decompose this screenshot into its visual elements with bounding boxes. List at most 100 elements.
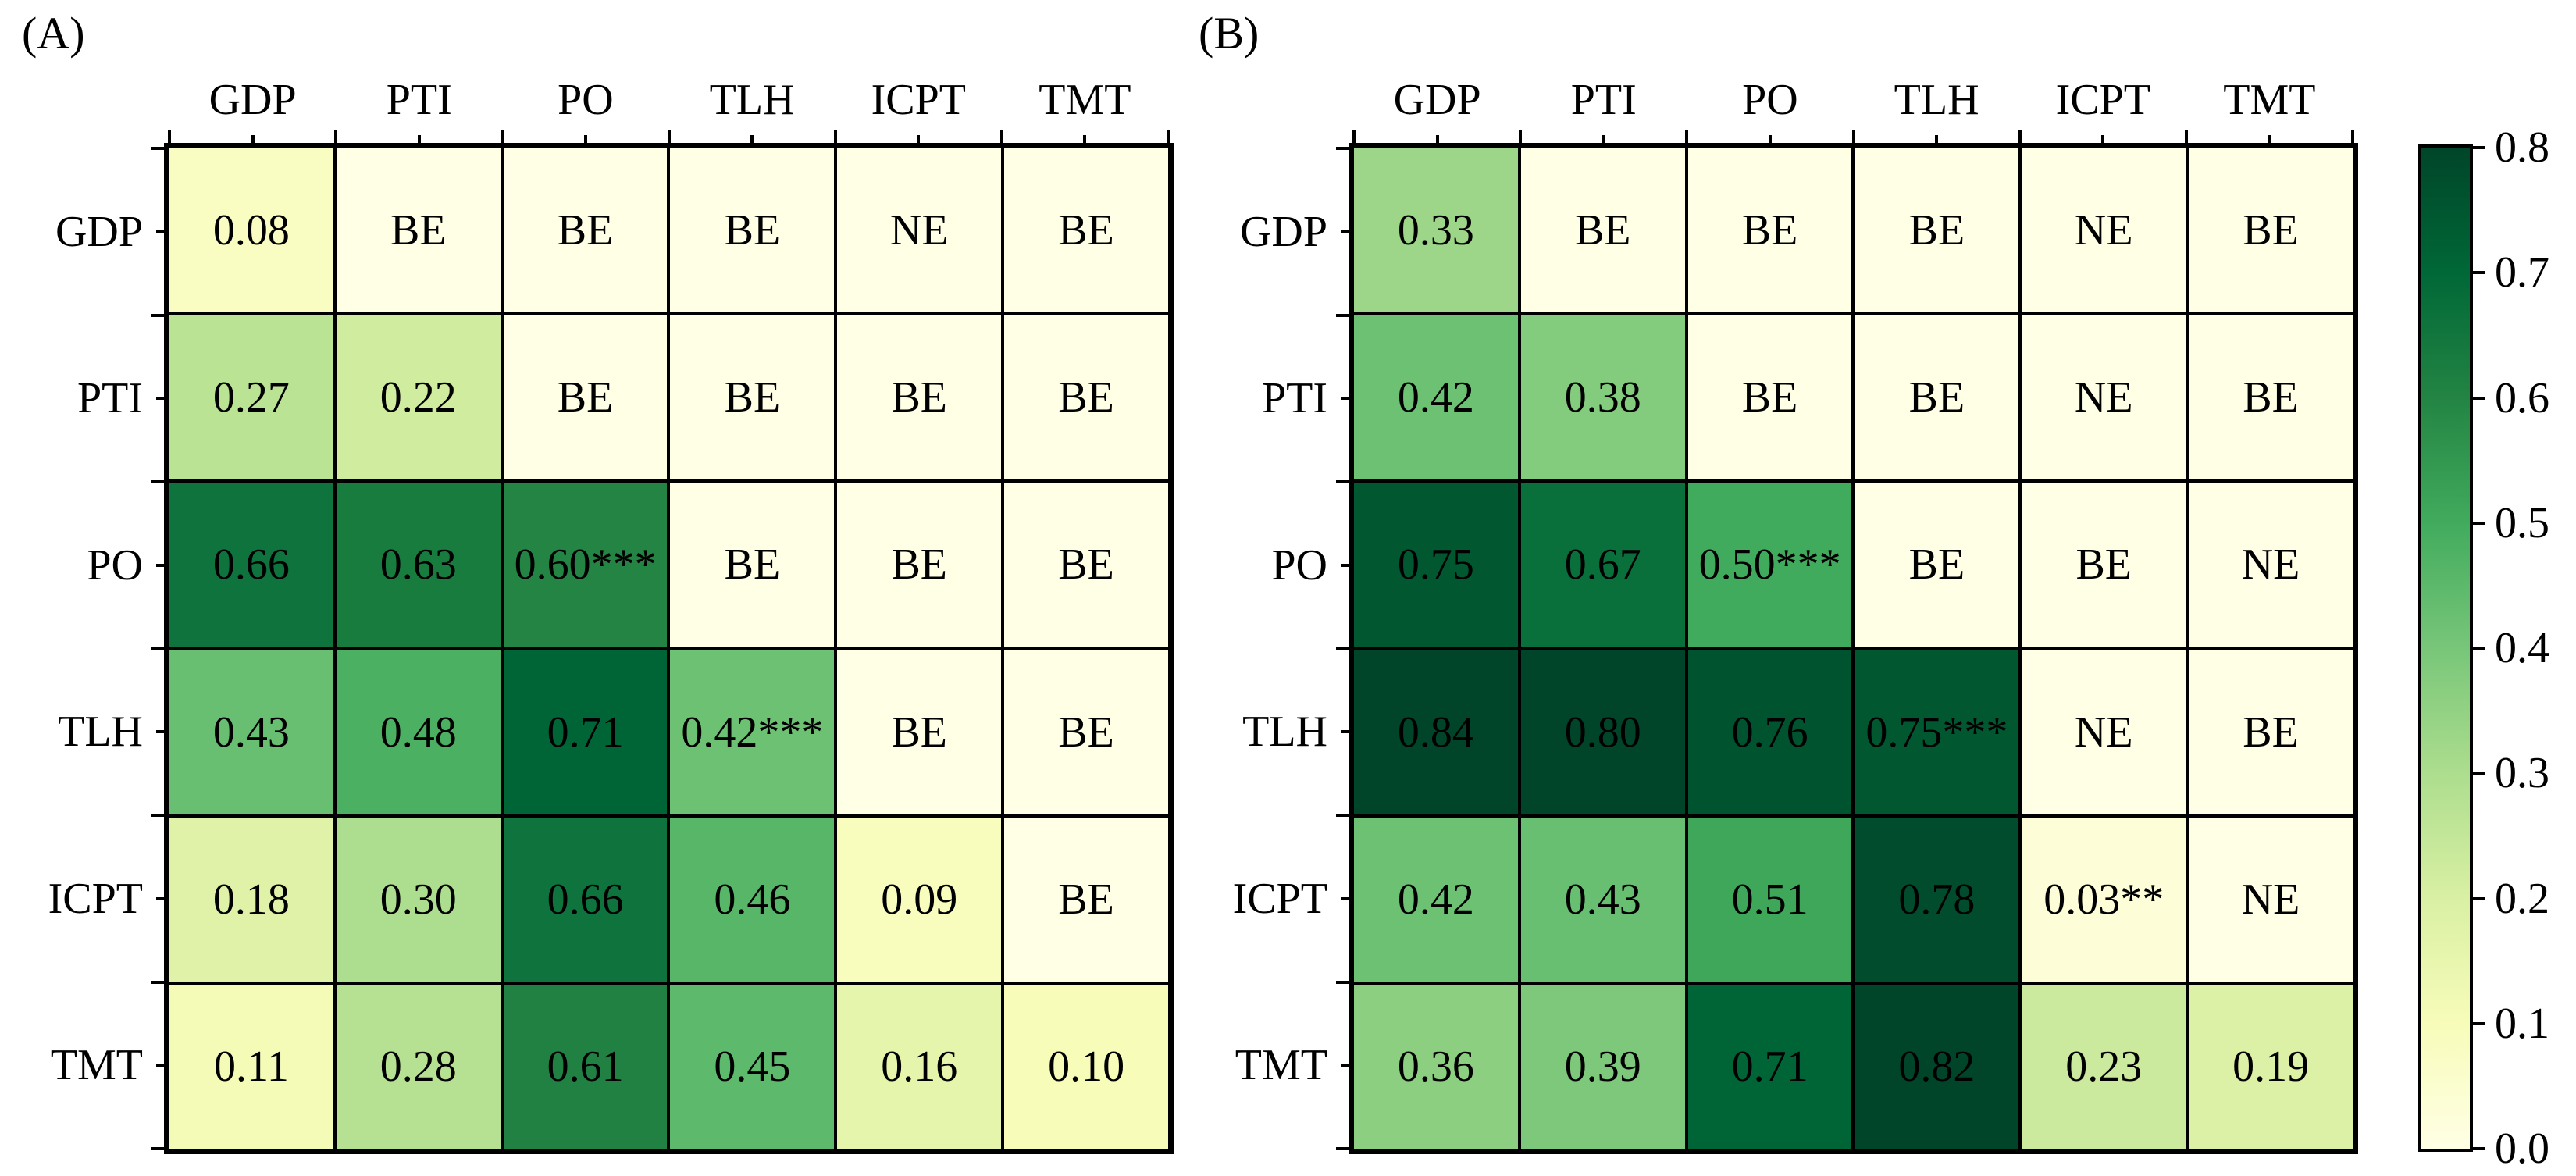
- heatmap-cell: BE: [837, 650, 1002, 814]
- y-axis-tick: [156, 397, 169, 401]
- y-axis-label: TMT: [50, 1041, 143, 1090]
- heatmap-cell: BE: [837, 483, 1002, 647]
- heatmap-panel-b: 0.33 BE BE BE NE BE 0.42 0.38 BE BE NE BE 0.75 0.67 0.…: [1233, 78, 2358, 1154]
- y-axis-label: PO: [1271, 540, 1327, 590]
- x-axis-label: GDP: [208, 76, 297, 124]
- y-axis-tick: [156, 730, 169, 734]
- y-axis-minor-tick: [151, 647, 169, 650]
- x-axis-label: ICPT: [871, 76, 966, 124]
- heatmap-cell: BE: [1520, 148, 1685, 313]
- heatmap-cell: BE: [2189, 148, 2353, 313]
- x-axis-minor-tick: [2018, 130, 2022, 148]
- y-axis-minor-tick: [1336, 647, 1354, 650]
- x-axis-label: PO: [1742, 76, 1798, 124]
- heatmap-cell: NE: [2022, 315, 2186, 480]
- heatmap-cell: NE: [2189, 817, 2353, 982]
- x-axis-tick: [251, 135, 255, 148]
- y-axis-minor-tick: [1336, 980, 1354, 984]
- heatmap-cell: 0.08: [169, 148, 333, 313]
- heatmap-cell: 0.28: [336, 984, 501, 1149]
- heatmap-cell: BE: [1855, 483, 2019, 647]
- colorbar: 0.8 0.7 0.6 0.5 0.4 0.3 0.2 0.1 0.0: [2418, 126, 2549, 1171]
- y-axis-label: PTI: [1262, 374, 1327, 423]
- x-axis-tick: [1935, 135, 1939, 148]
- heatmap-cell: BE: [2189, 315, 2353, 480]
- heatmap-cell: 0.10: [1004, 984, 1168, 1149]
- heatmap-cell: BE: [1004, 650, 1168, 814]
- heatmap-cell: 0.03**: [2022, 817, 2186, 982]
- x-axis-tick: [1768, 135, 1772, 148]
- heatmap-cell: 0.39: [1520, 984, 1685, 1149]
- x-axis-label: PTI: [1570, 76, 1637, 124]
- y-axis-label: TLH: [58, 707, 143, 757]
- heatmap-cell: 0.82: [1855, 984, 2019, 1149]
- colorbar-tick-label: 0.4: [2495, 624, 2549, 672]
- x-axis-minor-tick: [833, 130, 837, 148]
- heatmap-cell: 0.76: [1687, 650, 1852, 814]
- x-axis-label: TMT: [2223, 76, 2316, 124]
- heatmap-cell: 0.48: [336, 650, 501, 814]
- heatmap-cell: 0.80: [1520, 650, 1685, 814]
- colorbar-tick-label: 0.2: [2495, 874, 2549, 923]
- heatmap-cell: BE: [670, 315, 835, 480]
- heatmap-cell: BE: [1855, 315, 2019, 480]
- y-axis-tick: [156, 230, 169, 233]
- colorbar-tick: [2470, 271, 2485, 275]
- heatmap-cell: 0.50***: [1687, 483, 1852, 647]
- x-axis-label: PO: [558, 76, 614, 124]
- colorbar-tick: [2470, 1021, 2485, 1025]
- colorbar-tick: [2470, 521, 2485, 525]
- x-axis-minor-tick: [1167, 130, 1170, 148]
- y-axis-tick: [1341, 397, 1354, 401]
- y-axis-tick: [156, 896, 169, 900]
- x-axis-minor-tick: [501, 130, 504, 148]
- heatmap-cell: 0.61: [503, 984, 668, 1149]
- heatmap-cell: BE: [1687, 315, 1852, 480]
- x-axis-minor-tick: [2184, 130, 2188, 148]
- x-axis-tick: [1083, 135, 1087, 148]
- x-axis-tick: [1435, 135, 1439, 148]
- y-axis-minor-tick: [1336, 313, 1354, 317]
- heatmap-cell: NE: [2022, 650, 2186, 814]
- colorbar-tick-label: 0.6: [2495, 373, 2549, 422]
- heatmap-cell: 0.43: [169, 650, 333, 814]
- x-axis-minor-tick: [999, 130, 1003, 148]
- heatmap-cell: NE: [837, 148, 1002, 313]
- y-axis-minor-tick: [151, 147, 169, 150]
- x-axis-tick: [2268, 135, 2271, 148]
- colorbar-tick: [2470, 896, 2485, 900]
- heatmap-cell: BE: [1004, 148, 1168, 313]
- heatmap-cell: BE: [1855, 148, 2019, 313]
- x-axis-tick: [917, 135, 921, 148]
- x-axis-minor-tick: [1851, 130, 1855, 148]
- colorbar-tick: [2470, 1147, 2485, 1150]
- x-axis-label: TMT: [1039, 76, 1131, 124]
- heatmap-cell: 0.60***: [503, 483, 668, 647]
- x-axis-minor-tick: [334, 130, 338, 148]
- heatmap-cell: BE: [670, 148, 835, 313]
- y-axis-minor-tick: [151, 1147, 169, 1150]
- x-axis-label: TLH: [1894, 76, 1979, 124]
- x-axis-tick: [1602, 135, 1605, 148]
- colorbar-tick-label: 0.5: [2495, 498, 2549, 547]
- x-axis-minor-tick: [1352, 130, 1356, 148]
- x-axis-tick: [2101, 135, 2105, 148]
- heatmap-cell: BE: [2189, 650, 2353, 814]
- y-axis-label: TMT: [1235, 1041, 1327, 1090]
- heatmap-cell: 0.45: [670, 984, 835, 1149]
- heatmap-cell: 0.18: [169, 817, 333, 982]
- colorbar-tick-label: 0.0: [2495, 1124, 2549, 1173]
- heatmap-cell: 0.67: [1520, 483, 1685, 647]
- heatmap-cell: 0.16: [837, 984, 1002, 1149]
- y-axis-label: TLH: [1242, 707, 1327, 757]
- y-axis-label: PO: [87, 540, 143, 590]
- heatmap-cell: BE: [1004, 817, 1168, 982]
- y-axis-label: PTI: [77, 374, 143, 423]
- y-axis-minor-tick: [151, 313, 169, 317]
- heatmap-cell: BE: [837, 315, 1002, 480]
- y-axis-minor-tick: [151, 814, 169, 817]
- y-axis-label: ICPT: [1232, 874, 1327, 923]
- x-axis-minor-tick: [2351, 130, 2354, 148]
- y-axis-minor-tick: [1336, 1147, 1354, 1150]
- heatmap-cell: 0.30: [336, 817, 501, 982]
